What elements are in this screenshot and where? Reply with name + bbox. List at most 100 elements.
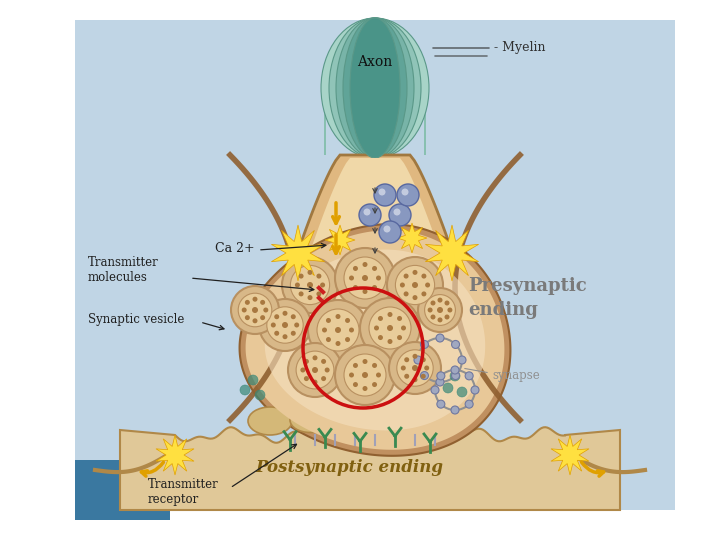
Circle shape	[397, 184, 419, 206]
Circle shape	[402, 188, 408, 195]
Circle shape	[401, 326, 406, 330]
Circle shape	[304, 376, 309, 381]
Circle shape	[267, 307, 303, 343]
Circle shape	[437, 307, 443, 313]
Circle shape	[404, 292, 408, 296]
Polygon shape	[265, 249, 485, 430]
Circle shape	[325, 368, 330, 373]
Circle shape	[378, 316, 383, 321]
Polygon shape	[426, 225, 479, 281]
Circle shape	[376, 275, 381, 280]
Polygon shape	[325, 225, 355, 255]
Circle shape	[437, 400, 445, 408]
Circle shape	[387, 325, 393, 331]
Circle shape	[451, 372, 459, 380]
Circle shape	[376, 373, 381, 377]
Circle shape	[372, 382, 377, 387]
Circle shape	[451, 340, 459, 348]
Circle shape	[344, 257, 386, 299]
Circle shape	[359, 204, 381, 226]
Circle shape	[425, 282, 430, 287]
Circle shape	[307, 270, 312, 275]
Circle shape	[335, 327, 341, 333]
Circle shape	[282, 334, 287, 339]
Circle shape	[414, 356, 422, 364]
Circle shape	[418, 288, 462, 332]
Circle shape	[424, 366, 429, 370]
Circle shape	[349, 373, 354, 377]
Polygon shape	[308, 158, 442, 258]
Polygon shape	[325, 78, 425, 155]
Circle shape	[240, 385, 250, 395]
Circle shape	[353, 363, 358, 368]
Text: Synaptic vesicle: Synaptic vesicle	[88, 314, 184, 327]
Bar	[316, 295, 326, 305]
Circle shape	[245, 315, 250, 320]
Circle shape	[291, 331, 296, 336]
Circle shape	[400, 282, 405, 287]
Ellipse shape	[321, 18, 429, 158]
Circle shape	[326, 318, 331, 323]
Ellipse shape	[329, 18, 421, 158]
Circle shape	[465, 400, 473, 408]
Circle shape	[308, 300, 368, 360]
Circle shape	[360, 298, 420, 358]
Circle shape	[438, 318, 443, 322]
Circle shape	[413, 270, 418, 275]
Circle shape	[335, 345, 395, 405]
Ellipse shape	[290, 408, 330, 433]
Text: Postsynaptic ending: Postsynaptic ending	[255, 460, 443, 476]
Circle shape	[253, 318, 258, 323]
Circle shape	[387, 312, 392, 317]
Bar	[75, 20, 675, 510]
Circle shape	[437, 372, 445, 380]
Circle shape	[458, 356, 466, 364]
Circle shape	[404, 374, 409, 379]
Circle shape	[345, 318, 350, 323]
Circle shape	[397, 350, 433, 386]
Polygon shape	[271, 225, 325, 281]
Circle shape	[362, 386, 367, 391]
Circle shape	[420, 372, 428, 380]
Circle shape	[413, 295, 418, 300]
Circle shape	[372, 363, 377, 368]
Circle shape	[444, 314, 449, 320]
Circle shape	[291, 314, 296, 319]
Circle shape	[397, 316, 402, 321]
Circle shape	[379, 221, 401, 243]
Circle shape	[248, 375, 258, 385]
Circle shape	[362, 359, 367, 364]
Circle shape	[362, 275, 368, 281]
Circle shape	[413, 354, 418, 359]
Circle shape	[451, 406, 459, 414]
Circle shape	[395, 265, 435, 305]
Circle shape	[362, 289, 367, 294]
Ellipse shape	[343, 18, 407, 158]
Circle shape	[316, 292, 321, 296]
Circle shape	[450, 371, 460, 381]
Ellipse shape	[418, 407, 462, 435]
Circle shape	[387, 257, 443, 313]
Circle shape	[443, 383, 453, 393]
Circle shape	[320, 282, 325, 287]
Circle shape	[420, 357, 426, 362]
Bar	[316, 285, 326, 295]
Circle shape	[444, 300, 449, 306]
Text: Transmitter
receptor: Transmitter receptor	[148, 478, 219, 506]
Circle shape	[397, 335, 402, 340]
Circle shape	[401, 366, 406, 370]
Circle shape	[394, 208, 400, 215]
Circle shape	[242, 307, 247, 313]
Ellipse shape	[380, 408, 420, 434]
Text: Axon: Axon	[357, 55, 392, 69]
Circle shape	[307, 295, 312, 300]
Polygon shape	[156, 435, 194, 475]
Circle shape	[245, 300, 250, 305]
Circle shape	[362, 262, 367, 267]
Circle shape	[372, 266, 377, 271]
Ellipse shape	[248, 407, 292, 435]
Circle shape	[238, 293, 272, 327]
Circle shape	[290, 265, 330, 305]
Circle shape	[420, 374, 426, 379]
Circle shape	[404, 274, 408, 279]
